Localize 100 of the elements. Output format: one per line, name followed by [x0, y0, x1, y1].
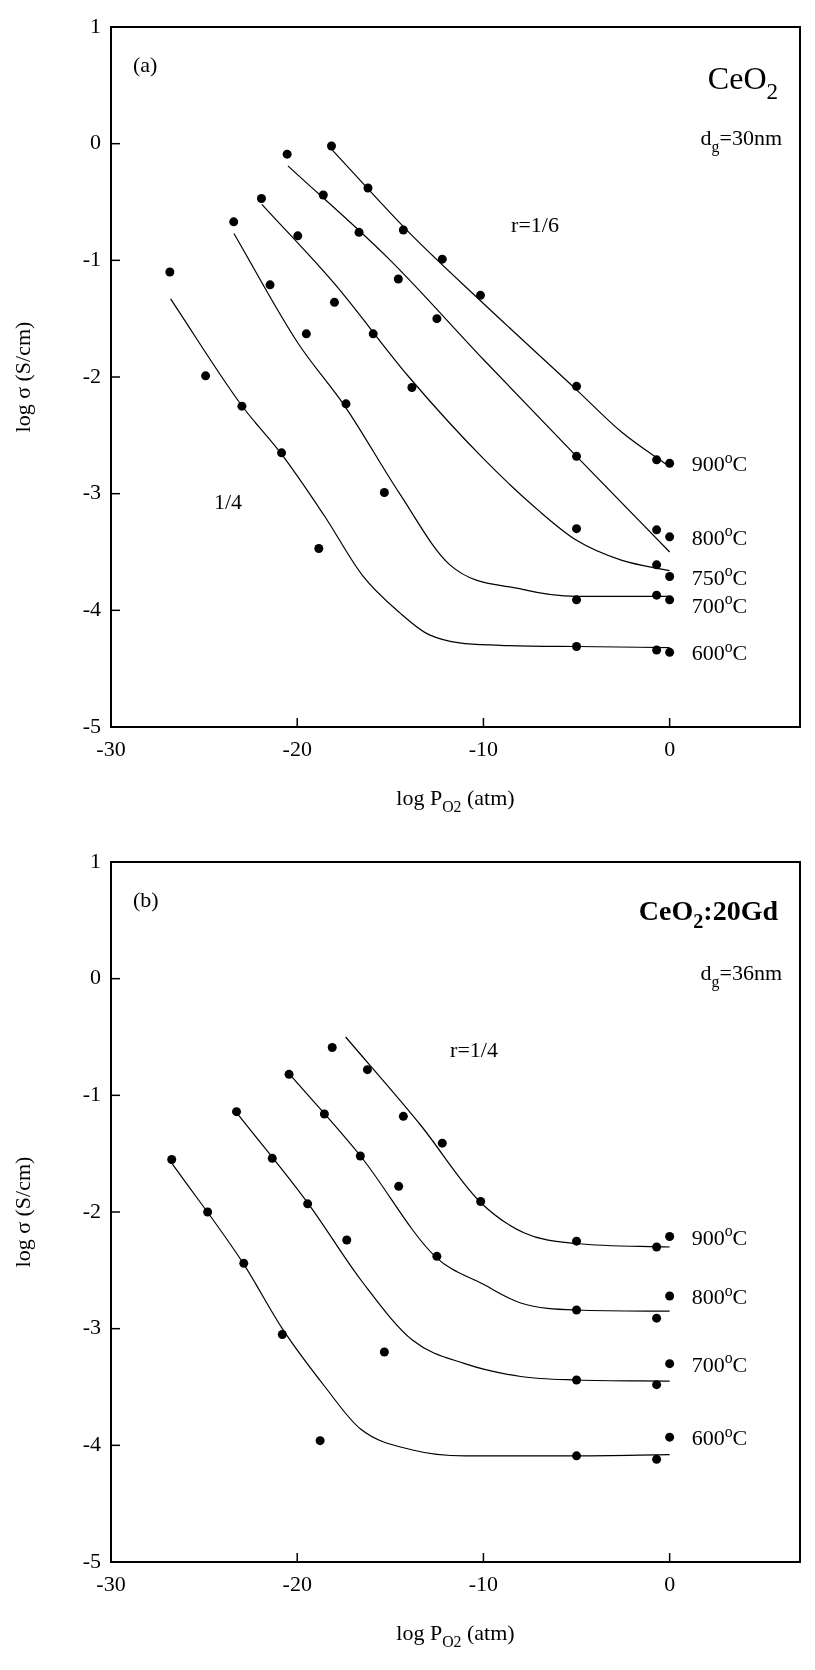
line-series [345, 1036, 671, 1248]
point [476, 1197, 486, 1206]
annotation: r=1/6 [511, 212, 559, 237]
point [572, 1236, 582, 1246]
point [475, 290, 485, 300]
point [362, 1065, 372, 1075]
point [652, 645, 662, 655]
point [368, 329, 378, 339]
point [232, 1107, 242, 1117]
point [256, 194, 266, 203]
annotation: (b) [133, 887, 159, 912]
point [393, 274, 403, 284]
point [201, 371, 211, 381]
point [341, 399, 351, 409]
point [329, 297, 339, 307]
point [572, 381, 582, 391]
y-tick-label: 1 [90, 12, 101, 38]
point [282, 149, 292, 159]
y-tick-label: -2 [82, 1197, 101, 1223]
point [652, 1313, 662, 1323]
point [319, 1109, 329, 1119]
point [394, 1181, 404, 1191]
y-axis-title: log σ (S/cm) [10, 1156, 35, 1268]
point [355, 1151, 365, 1161]
x-tick-label: -30 [96, 1570, 126, 1596]
x-tick-label: -10 [468, 1570, 499, 1596]
point [354, 227, 364, 237]
point [277, 1330, 287, 1339]
point [572, 524, 582, 534]
point [237, 401, 247, 411]
annotation: (a) [133, 52, 158, 77]
y-tick-label: -1 [82, 1081, 101, 1107]
annotation: r=1/4 [450, 1037, 498, 1062]
x-tick-label: -30 [96, 735, 126, 761]
point [572, 642, 582, 651]
annotation: 1/4 [213, 489, 243, 514]
point [665, 595, 675, 605]
point [342, 1235, 352, 1245]
point [203, 1207, 213, 1217]
y-tick-label: -1 [82, 246, 101, 272]
x-tick-label: -20 [282, 735, 312, 761]
point [318, 190, 328, 200]
point [284, 1069, 294, 1079]
point [398, 225, 408, 235]
y-tick-label: 1 [90, 847, 101, 873]
point [363, 183, 373, 193]
y-tick-label: -3 [82, 1314, 101, 1340]
x-tick-label: 0 [664, 1570, 676, 1596]
point [572, 1375, 582, 1385]
point [239, 1258, 249, 1268]
point [665, 572, 675, 581]
point [326, 141, 336, 151]
point [277, 448, 287, 458]
point [572, 1305, 582, 1315]
point [665, 1359, 675, 1369]
point [572, 595, 582, 605]
point [652, 1242, 662, 1252]
y-tick-label: -4 [82, 596, 101, 622]
line-series [287, 165, 671, 553]
point [652, 455, 662, 465]
x-tick-label: -20 [282, 1570, 312, 1596]
point [379, 1347, 389, 1357]
point [665, 458, 675, 468]
point [407, 383, 417, 392]
point [652, 1454, 662, 1464]
point [315, 1436, 325, 1446]
point [167, 1155, 177, 1164]
y-tick-label: -5 [82, 712, 101, 738]
point [437, 1138, 447, 1148]
x-tick-label: 0 [664, 735, 676, 761]
point [267, 1153, 277, 1163]
x-tick-label: -10 [468, 735, 499, 761]
y-tick-label: -3 [82, 479, 101, 505]
point [303, 1199, 313, 1209]
point [398, 1111, 408, 1121]
y-tick-label: 0 [90, 964, 101, 990]
point [314, 544, 324, 553]
point [293, 231, 303, 241]
point [665, 647, 675, 657]
point [301, 329, 311, 339]
y-axis-title: log σ (S/cm) [10, 321, 35, 433]
point [229, 217, 239, 227]
point [652, 590, 662, 600]
point [432, 1251, 442, 1261]
point [265, 280, 275, 290]
y-tick-label: -2 [82, 362, 101, 388]
y-tick-label: 0 [90, 129, 101, 155]
point [572, 1451, 582, 1461]
point [327, 1043, 337, 1052]
point [665, 1232, 675, 1241]
point [652, 525, 662, 535]
point [665, 1432, 675, 1442]
point [437, 254, 447, 264]
y-tick-label: -4 [82, 1431, 101, 1457]
point [165, 267, 175, 277]
point [572, 451, 582, 461]
point [652, 560, 662, 570]
point [379, 488, 389, 497]
y-tick-label: -5 [82, 1547, 101, 1573]
point [665, 532, 675, 542]
